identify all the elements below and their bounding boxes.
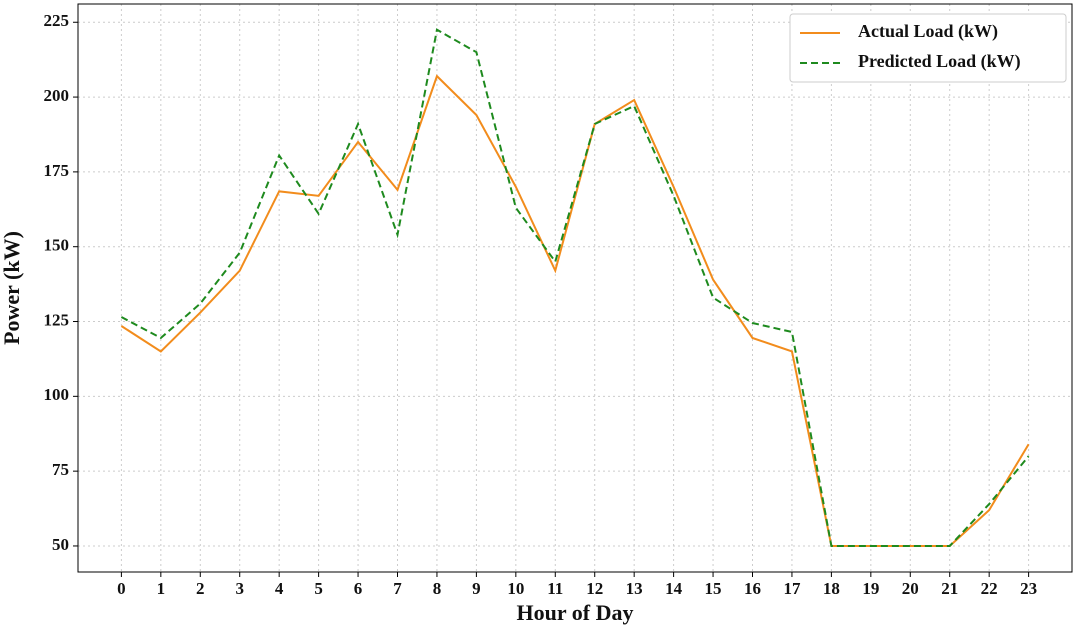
x-tick-label: 10 bbox=[507, 579, 524, 598]
y-tick-label: 200 bbox=[44, 86, 70, 105]
x-tick-label: 9 bbox=[472, 579, 481, 598]
y-tick-label: 125 bbox=[44, 310, 70, 329]
y-axis-label: Power (kW) bbox=[0, 231, 24, 345]
x-tick-label: 2 bbox=[196, 579, 205, 598]
y-tick-label: 50 bbox=[52, 535, 69, 554]
plot-frame bbox=[77, 3, 1073, 573]
x-tick-label: 21 bbox=[941, 579, 958, 598]
x-tick-label: 16 bbox=[744, 579, 761, 598]
x-tick-label: 5 bbox=[314, 579, 323, 598]
x-tick-label: 0 bbox=[117, 579, 126, 598]
y-tick-label: 175 bbox=[44, 161, 70, 180]
x-tick-label: 23 bbox=[1020, 579, 1037, 598]
x-tick-label: 8 bbox=[433, 579, 442, 598]
x-tick-label: 12 bbox=[586, 579, 603, 598]
y-tick-label: 75 bbox=[52, 460, 69, 479]
legend-label: Predicted Load (kW) bbox=[858, 51, 1021, 72]
x-tick-label: 14 bbox=[665, 579, 683, 598]
y-tick-label: 150 bbox=[44, 236, 70, 255]
legend: Actual Load (kW) Predicted Load (kW) bbox=[789, 13, 1067, 83]
x-tick-label: 1 bbox=[157, 579, 166, 598]
x-tick-label: 18 bbox=[823, 579, 840, 598]
data-line bbox=[120, 74, 1030, 547]
x-tick-label: 19 bbox=[862, 579, 879, 598]
x-tick-label: 17 bbox=[783, 579, 801, 598]
x-tick-label: 11 bbox=[547, 579, 563, 598]
data-line bbox=[120, 28, 1030, 547]
x-tick-label: 7 bbox=[393, 579, 402, 598]
legend-label: Actual Load (kW) bbox=[858, 21, 998, 42]
x-axis-label: Hour of Day bbox=[517, 600, 634, 625]
y-tick-label: 225 bbox=[44, 11, 70, 30]
legend-box bbox=[789, 13, 1067, 83]
x-tick-label: 22 bbox=[981, 579, 998, 598]
x-tick-label: 13 bbox=[626, 579, 643, 598]
x-tick-label: 20 bbox=[902, 579, 919, 598]
x-tick-label: 4 bbox=[275, 579, 284, 598]
y-tick-label: 100 bbox=[44, 385, 70, 404]
x-tick-label: 3 bbox=[235, 579, 244, 598]
x-tick-label: 15 bbox=[705, 579, 722, 598]
x-tick-label: 6 bbox=[354, 579, 363, 598]
